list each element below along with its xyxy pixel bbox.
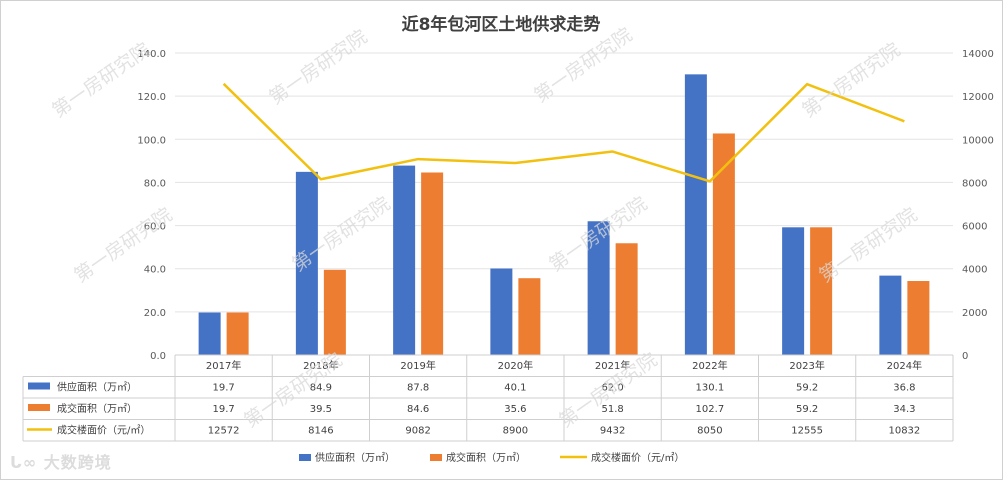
- y-left-tick-label: 20.0: [144, 308, 166, 319]
- bar-deal: [810, 227, 833, 355]
- y-left-tick-label: 100.0: [137, 135, 166, 146]
- x-tick-label: 2024年: [887, 359, 922, 372]
- bar-deal: [907, 281, 930, 355]
- bar-deal: [323, 269, 346, 355]
- x-tick-label: 2021年: [595, 359, 630, 372]
- table-cell: 19.7: [212, 383, 234, 394]
- y-right-tick-label: 0: [962, 351, 968, 362]
- legend-swatch: [430, 454, 442, 461]
- table-cell: 8050: [697, 426, 722, 437]
- legend-label: 供应面积（万㎡）: [315, 451, 395, 464]
- bar-supply: [295, 171, 318, 355]
- bar-deal: [615, 243, 638, 355]
- legend-label: 成交面积（万㎡）: [446, 451, 526, 464]
- legend: 供应面积（万㎡） 成交面积（万㎡） 成交楼面价（元/㎡）: [299, 451, 684, 464]
- bar-supply: [684, 74, 707, 355]
- legend-swatch: [299, 454, 311, 461]
- x-tick-label: 2018年: [303, 359, 338, 372]
- brand-logo: ᒐ∞ 大数跨境: [10, 449, 112, 473]
- bar-supply: [198, 312, 221, 355]
- price-line-layer: [222, 82, 905, 183]
- table-cell: 35.6: [504, 404, 526, 415]
- y-left-tick-label: 140.0: [137, 49, 166, 60]
- bar-supply: [587, 221, 610, 355]
- brand-glyph: ᒐ∞: [10, 453, 38, 472]
- table-cell: 59.2: [796, 383, 818, 394]
- watermark: 第一房研究院: [48, 39, 154, 122]
- bars: [198, 74, 930, 355]
- y-left-tick-label: 40.0: [144, 265, 166, 276]
- table-cell: 34.3: [893, 404, 915, 415]
- y-left-tick-label: 80.0: [144, 178, 166, 189]
- watermark: 第一房研究院: [530, 24, 636, 107]
- bar-deal: [226, 312, 249, 355]
- price-line: [222, 82, 905, 183]
- table-cell: 39.5: [310, 404, 332, 415]
- x-tick-label: 2019年: [400, 359, 435, 372]
- x-tick-label: 2020年: [498, 359, 533, 372]
- table-cell: 102.7: [696, 404, 725, 415]
- y-left-tick-label: 120.0: [137, 92, 166, 103]
- axes: 0.0 20.0 40.0 60.0 80.0 100.0 120.0 140.0 0 2000 4…: [137, 49, 993, 362]
- x-tick-label: 2022年: [692, 359, 727, 372]
- table-cell: 84.9: [310, 383, 332, 394]
- table-cell: 87.8: [407, 383, 429, 394]
- table-cell: 36.8: [893, 383, 915, 394]
- table-legend-key: [28, 382, 50, 390]
- bar-supply: [782, 227, 805, 355]
- watermark: 第一房研究院: [798, 39, 904, 122]
- y-right-tick-label: 10000: [962, 135, 994, 146]
- table-cell: 59.2: [796, 404, 818, 415]
- y-right-tick-label: 2000: [962, 308, 987, 319]
- y-right-tick-label: 8000: [962, 178, 987, 189]
- bar-supply: [879, 275, 902, 355]
- table-cell: 8900: [503, 426, 528, 437]
- y-right-tick-label: 6000: [962, 222, 987, 233]
- table-cell: 19.7: [212, 404, 234, 415]
- table-row-label: 供应面积（万㎡）: [57, 381, 137, 394]
- bar-deal: [421, 172, 444, 355]
- x-tick-label: 2017年: [206, 359, 241, 372]
- y-right-tick-label: 12000: [962, 92, 994, 103]
- data-table: 2017年 2018年 2019年 2020年 2021年 2022年 2023年 2024年…: [22, 354, 954, 442]
- table-cell: 12572: [208, 426, 240, 437]
- legend-label: 成交楼面价（元/㎡）: [591, 451, 684, 464]
- bar-deal: [518, 278, 541, 355]
- y-right-tick-label: 14000: [962, 49, 994, 60]
- x-tick-label: 2023年: [789, 359, 824, 372]
- table-cell: 62.0: [601, 383, 623, 394]
- table-legend-key: [28, 404, 50, 411]
- y-left-tick-label: 0.0: [150, 351, 166, 362]
- bar-supply: [490, 268, 513, 355]
- chart-title: 近8年包河区土地供求走势: [402, 14, 601, 35]
- table-cell: 9432: [600, 426, 625, 437]
- table-cell: 9082: [405, 426, 430, 437]
- table-cell: 130.1: [696, 383, 725, 394]
- table-cell: 8146: [308, 426, 333, 437]
- table-cell: 10832: [888, 426, 920, 437]
- table-cell: 40.1: [504, 383, 526, 394]
- bar-deal: [712, 133, 735, 355]
- y-right-tick-label: 4000: [962, 265, 987, 276]
- table-row-label: 成交面积（万㎡）: [57, 402, 137, 415]
- bar-supply: [393, 165, 416, 355]
- y-left-tick-label: 60.0: [144, 222, 166, 233]
- table-cell: 51.8: [601, 404, 623, 415]
- brand-text: 大数跨境: [43, 453, 112, 472]
- table-row-label: 成交楼面价（元/㎡）: [57, 424, 150, 437]
- table-cell: 84.6: [407, 404, 429, 415]
- table-cell: 12555: [791, 426, 823, 437]
